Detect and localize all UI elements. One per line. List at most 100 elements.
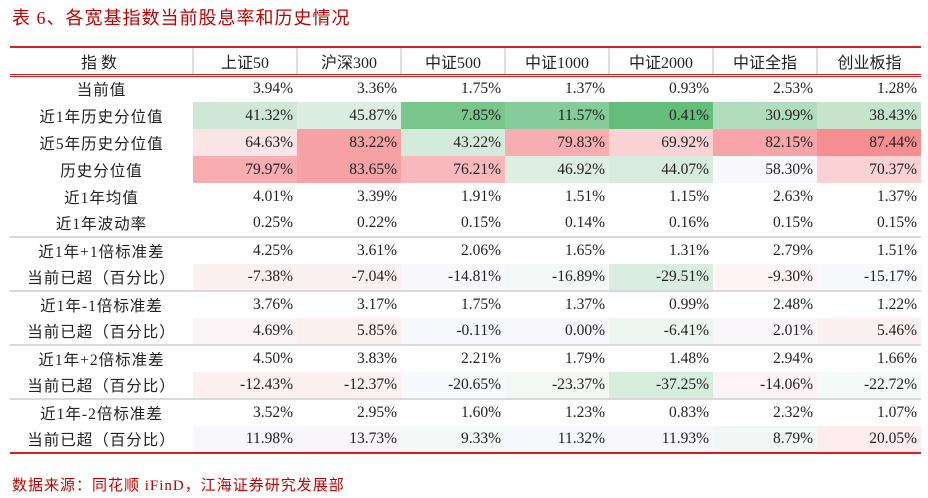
table-cell: 64.63%: [193, 129, 297, 156]
table-cell: -37.25%: [609, 372, 713, 399]
table-cell: 1.65%: [505, 236, 609, 264]
table-cell: 0.93%: [668, 80, 709, 98]
table-cell: 1.75%: [460, 80, 501, 98]
table-cell: 44.07%: [609, 156, 713, 183]
table-cell: 7.85%: [401, 102, 505, 129]
table-cell: 70.37%: [817, 156, 921, 183]
table-cell: 0.15%: [772, 214, 813, 231]
table-cell: -20.65%: [401, 372, 505, 399]
table-cell: 82.15%: [713, 129, 817, 156]
table-cell: -14.06%: [713, 372, 817, 399]
table-cell: 41.32%: [193, 102, 297, 129]
table-cell: -23.37%: [505, 372, 609, 399]
table-cell: -7.38%: [193, 264, 297, 291]
table-cell: 11.57%: [505, 102, 609, 129]
table-cell: 1.48%: [609, 344, 713, 372]
table-cell: 3.17%: [297, 290, 401, 318]
table-cell: 2.95%: [297, 398, 401, 426]
table-cell: 3.94%: [252, 80, 293, 98]
table-cell: 1.51%: [564, 187, 605, 205]
table-cell: 2.79%: [713, 236, 817, 264]
header-row: 指数 上证50 沪深300 中证500 中证1000 中证2000 中证全指 创业板指: [10, 46, 921, 77]
table-cell: -16.89%: [505, 264, 609, 291]
column-header: 沪深300: [296, 46, 401, 77]
row-label: 近5年历史分位值: [39, 135, 164, 153]
table-cell: 3.83%: [297, 344, 401, 372]
column-header: 创业板指: [816, 46, 921, 77]
column-header: 中证1000: [504, 46, 609, 77]
table-cell: 1.91%: [460, 187, 501, 205]
column-header: 上证50: [192, 46, 297, 77]
table-cell: -15.17%: [817, 264, 921, 291]
table-title: 表 6、各宽基指数当前股息率和历史情况: [12, 8, 351, 28]
row-label: 近1年+2倍标准差: [10, 344, 193, 372]
column-header: 中证全指: [712, 46, 817, 77]
table-row: 近1年历史分位值 41.32% 45.87% 7.85% 11.57% 0.41% 30.9…: [10, 102, 921, 129]
table-cell: 3.39%: [356, 187, 397, 205]
table-cell: 1.07%: [817, 398, 921, 426]
table-cell: 43.22%: [401, 129, 505, 156]
table-cell: 20.05%: [817, 426, 921, 454]
table-cell: 76.21%: [401, 156, 505, 183]
table-row: 近1年+2倍标准差 4.50% 3.83% 2.21% 1.79% 1.48% 2.94% 1…: [10, 344, 921, 372]
table-cell: 1.79%: [505, 344, 609, 372]
row-label: 近1年均值: [64, 189, 139, 207]
table-cell: 1.15%: [668, 187, 709, 205]
table-cell: 4.69%: [193, 318, 297, 345]
table-cell: 1.37%: [564, 80, 605, 98]
table-cell: 3.36%: [356, 80, 397, 98]
table-cell: 0.22%: [356, 214, 397, 231]
table-row: 近5年历史分位值 64.63% 83.22% 43.22% 79.83% 69.92% 82…: [10, 129, 921, 156]
table-cell: 79.83%: [505, 129, 609, 156]
table-cell: -0.11%: [401, 318, 505, 345]
table-cell: 8.79%: [713, 426, 817, 454]
table-cell: 69.92%: [609, 129, 713, 156]
table-cell: 2.32%: [713, 398, 817, 426]
table-cell: 2.01%: [713, 318, 817, 345]
table-cell: 1.75%: [401, 290, 505, 318]
row-label: 当前已超（百分比）: [27, 270, 176, 287]
table-cell: 1.28%: [876, 80, 917, 98]
row-label: 近1年-1倍标准差: [10, 290, 193, 318]
table-row: 近1年+1倍标准差 4.25% 3.61% 2.06% 1.65% 1.31% 2.79% 1…: [10, 236, 921, 264]
table-cell: 1.66%: [817, 344, 921, 372]
table-cell: 2.53%: [772, 80, 813, 98]
table-cell: 0.83%: [609, 398, 713, 426]
table-row: 近1年均值 4.01% 3.39% 1.91% 1.51% 1.15% 2.63% 1.37%: [10, 183, 921, 210]
table-cell: 58.30%: [713, 156, 817, 183]
column-header: 中证500: [400, 46, 505, 77]
table-cell: -14.81%: [401, 264, 505, 291]
table-cell: 0.99%: [609, 290, 713, 318]
table-cell: -7.04%: [297, 264, 401, 291]
table-row: 近1年-1倍标准差 3.76% 3.17% 1.75% 1.37% 0.99% 2.48% 1…: [10, 290, 921, 318]
table-cell: 13.73%: [297, 426, 401, 454]
table-cell: 11.98%: [193, 426, 297, 454]
table-cell: 4.25%: [193, 236, 297, 264]
table-cell: 2.94%: [713, 344, 817, 372]
table-row: 当前值 3.94% 3.36% 1.75% 1.37% 0.93% 2.53% 1.28%: [10, 75, 921, 102]
table-cell: 5.85%: [297, 318, 401, 345]
table-cell: 30.99%: [713, 102, 817, 129]
table-cell: 9.33%: [401, 426, 505, 454]
table-cell: 11.32%: [505, 426, 609, 454]
table-cell: 2.06%: [401, 236, 505, 264]
table-cell: 1.37%: [876, 187, 917, 205]
row-label: 历史分位值: [60, 162, 143, 180]
table-row: 历史分位值 79.97% 83.65% 76.21% 46.92% 44.07% 58.30…: [10, 156, 921, 183]
row-label: 当前值: [76, 82, 127, 100]
table-cell: 0.00%: [505, 318, 609, 345]
table-cell: 1.22%: [817, 290, 921, 318]
table-cell: 0.14%: [564, 214, 605, 231]
table-cell: 4.50%: [193, 344, 297, 372]
row-label: 近1年+1倍标准差: [10, 236, 193, 264]
table-cell: -9.30%: [713, 264, 817, 291]
table-cell: 1.37%: [505, 290, 609, 318]
table-cell: 5.46%: [817, 318, 921, 345]
source-note: 数据来源：同花顺 iFinD，江海证券研究发展部: [12, 478, 345, 494]
table-cell: 1.23%: [505, 398, 609, 426]
table-cell: 0.15%: [460, 214, 501, 231]
table-cell: 2.21%: [401, 344, 505, 372]
table-cell: 2.48%: [713, 290, 817, 318]
table-cell: 1.51%: [817, 236, 921, 264]
table-cell: 83.65%: [297, 156, 401, 183]
